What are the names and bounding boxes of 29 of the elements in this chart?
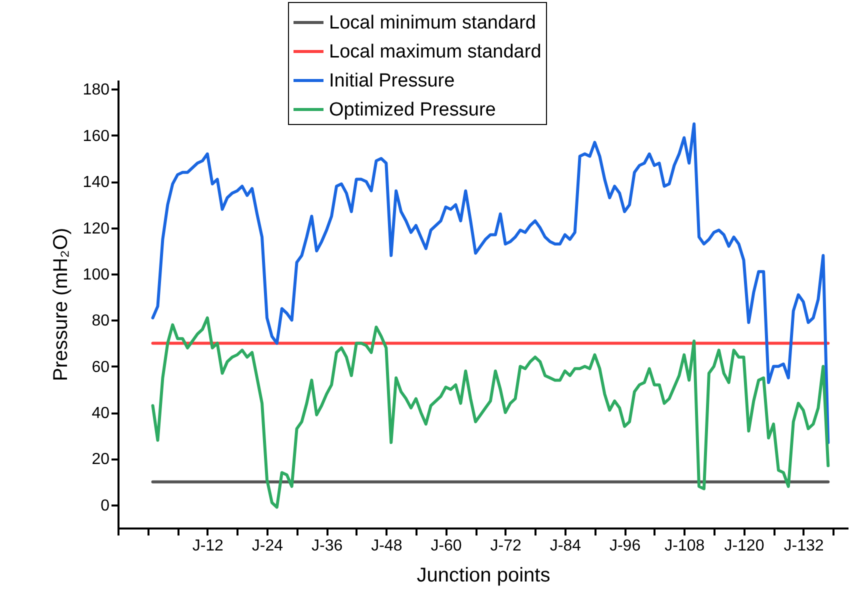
y-tick-label: 80	[92, 312, 110, 330]
x-tick-label: J-108	[664, 538, 705, 554]
x-tick-label: J-72	[490, 538, 522, 554]
x-tick-label: J-132	[784, 538, 824, 554]
y-axis-title: Pressure (mH₂O)	[50, 228, 72, 382]
x-tick-label: J-36	[312, 538, 343, 554]
legend-label: Optimized Pressure	[329, 100, 496, 120]
x-tick-label: J-48	[371, 538, 402, 554]
legend-label: Local maximum standard	[329, 42, 542, 62]
legend-label: Initial Pressure	[329, 70, 455, 92]
y-tick-label: 60	[92, 358, 110, 376]
y-tick-label: 0	[100, 497, 110, 514]
y-tick-label: 100	[82, 266, 110, 284]
x-tick-label: J-84	[550, 538, 582, 554]
x-tick-label: J-24	[252, 538, 284, 554]
y-tick-label: 40	[92, 405, 110, 422]
legend-label: Local minimum standard	[329, 12, 536, 34]
y-tick-label: 120	[82, 220, 110, 238]
line-series	[151, 122, 830, 444]
x-tick-label: J-12	[192, 538, 224, 554]
x-tick-label: J-60	[430, 538, 462, 554]
x-axis-title: Junction points	[416, 564, 550, 586]
y-tick-label: 160	[82, 128, 110, 145]
y-tick-label: 20	[92, 451, 110, 468]
x-tick-label: J-96	[609, 538, 641, 554]
line-series	[151, 316, 830, 509]
y-tick-label: 140	[82, 174, 110, 192]
x-tick-label: J-120	[724, 538, 764, 554]
y-tick-label: 180	[82, 82, 110, 99]
